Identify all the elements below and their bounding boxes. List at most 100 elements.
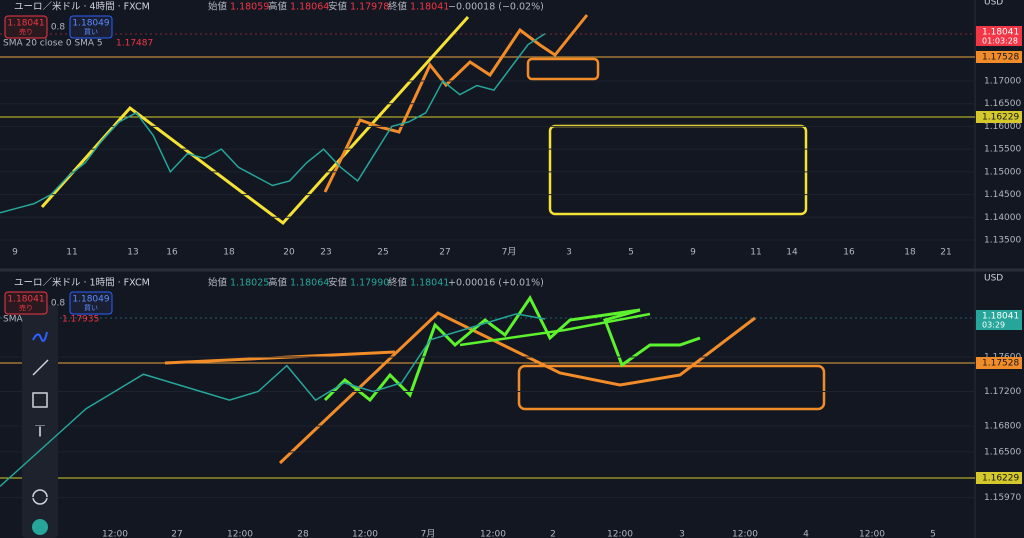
price-tag <box>976 310 1022 330</box>
buy-label: 買い <box>84 28 98 36</box>
level-tag-text: 1.17528 <box>982 359 1019 369</box>
tool-play[interactable] <box>32 519 48 535</box>
buy-button[interactable] <box>69 291 113 315</box>
tool-brush[interactable] <box>32 331 48 342</box>
y-tick-label: 1.15970 <box>984 493 1021 503</box>
y-tick-label: 1.16800 <box>984 422 1021 432</box>
x-tick-label: 2 <box>550 530 556 538</box>
x-tick-label: 25 <box>377 248 388 258</box>
ohlc: +0.00016 (+0.01%) <box>448 278 544 289</box>
x-tick-label: 16 <box>166 248 178 258</box>
currency: USD <box>984 0 1003 8</box>
price-tag-text: 1.18041 <box>982 28 1019 38</box>
drawing-box <box>526 57 600 81</box>
ohlc: 高値 <box>268 277 288 289</box>
ohlc: 1.18064 <box>290 278 329 289</box>
y-tick-label: 1.16000 <box>984 122 1021 132</box>
price-line <box>0 33 546 214</box>
x-tick-label: 12:00 <box>227 530 253 538</box>
tool-line[interactable] <box>32 359 49 376</box>
ohlc: 1.18064 <box>290 2 329 13</box>
ohlc: 始値 <box>208 277 228 289</box>
y-tick-label: 1.14000 <box>984 213 1021 223</box>
y-tick-label: 1.17200 <box>984 387 1021 397</box>
x-tick-label: 12:00 <box>859 530 885 538</box>
sell-price: 1.18041 <box>7 295 44 305</box>
level-tag <box>976 51 1022 63</box>
x-tick-label: 11 <box>750 248 761 258</box>
x-tick-label: 12:00 <box>480 530 506 538</box>
indicator: SMA <box>3 315 23 325</box>
spread: 0.8 <box>51 23 66 33</box>
currency: USD <box>984 274 1003 284</box>
ohlc: 1.18025 <box>230 278 269 289</box>
x-tick-label: 27 <box>171 530 182 538</box>
sma-value: 1.17935 <box>62 315 99 325</box>
x-tick-label: 16 <box>843 248 855 258</box>
ohlc: 終値 <box>388 277 408 289</box>
ohlc: 安値 <box>328 1 348 13</box>
x-tick-label: 9 <box>12 248 18 258</box>
x-tick-label: 27 <box>439 248 450 258</box>
drawing <box>323 14 589 193</box>
level-tag <box>976 472 1022 484</box>
ohlc: 1.17978 <box>350 2 389 13</box>
y-tick-label: 1.17000 <box>984 77 1021 87</box>
y-tick-label: 1.16500 <box>984 447 1021 457</box>
tool-rect[interactable] <box>32 392 48 408</box>
spread: 0.8 <box>51 299 66 309</box>
tool-text[interactable]: T <box>34 422 45 441</box>
x-tick-label: 18 <box>223 248 235 258</box>
x-tick-label: 12:00 <box>732 530 758 538</box>
sell-button[interactable] <box>4 291 48 315</box>
ohlc: 高値 <box>268 1 288 13</box>
sell-label: 売り <box>19 27 33 36</box>
tool-reset[interactable] <box>32 489 48 505</box>
x-tick-label: 28 <box>297 530 309 538</box>
x-tick-label: 12:00 <box>352 530 378 538</box>
ohlc: 1.18041 <box>410 2 449 13</box>
sell-button[interactable] <box>4 15 48 39</box>
x-tick-label: 7月 <box>502 247 517 258</box>
countdown: 03:29 <box>982 321 1005 330</box>
x-tick-label: 20 <box>283 248 295 258</box>
y-tick-label: 1.14500 <box>984 190 1021 200</box>
symbol: ユーロ／米ドル · 4時間 · FXCM <box>14 1 150 13</box>
buy-price: 1.18049 <box>72 19 109 29</box>
drawing <box>40 15 470 226</box>
level-tag-text: 1.16229 <box>982 113 1019 123</box>
x-tick-label: 7月 <box>421 529 436 538</box>
x-tick-label: 5 <box>628 248 634 258</box>
price-tag <box>976 26 1022 46</box>
ohlc: 1.17990 <box>350 278 389 289</box>
x-tick-label: 5 <box>930 530 936 538</box>
ohlc: 始値 <box>208 1 228 13</box>
indicator: SMA 20 close 0 SMA 5 <box>3 39 103 49</box>
level-tag <box>976 111 1022 123</box>
ohlc: −0.00018 (−0.02%) <box>448 2 544 13</box>
sell-label: 売り <box>19 303 33 312</box>
buy-label: 買い <box>84 304 98 312</box>
buy-button[interactable] <box>69 15 113 39</box>
x-tick-label: 14 <box>786 248 798 258</box>
y-tick-label: 1.13500 <box>984 236 1021 246</box>
x-tick-label: 12:00 <box>607 530 633 538</box>
y-tick-label: 1.15000 <box>984 167 1021 177</box>
countdown: 01:03:28 <box>982 37 1018 46</box>
x-tick-label: 3 <box>679 530 685 538</box>
price-line <box>0 313 546 487</box>
x-tick-label: 21 <box>940 248 951 258</box>
y-tick-label: 1.16500 <box>984 99 1021 109</box>
ohlc: 安値 <box>328 277 348 289</box>
x-tick-label: 18 <box>904 248 916 258</box>
buy-price: 1.18049 <box>72 295 109 305</box>
ohlc: 1.18059 <box>230 2 269 13</box>
level-tag-text: 1.16229 <box>982 474 1019 484</box>
level-tag-text: 1.17528 <box>982 53 1019 63</box>
x-tick-label: 11 <box>66 248 77 258</box>
y-tick-label: 1.15500 <box>984 145 1021 155</box>
ohlc: 1.18041 <box>410 278 449 289</box>
sma-value: 1.17487 <box>116 39 153 49</box>
x-tick-label: 13 <box>127 248 138 258</box>
